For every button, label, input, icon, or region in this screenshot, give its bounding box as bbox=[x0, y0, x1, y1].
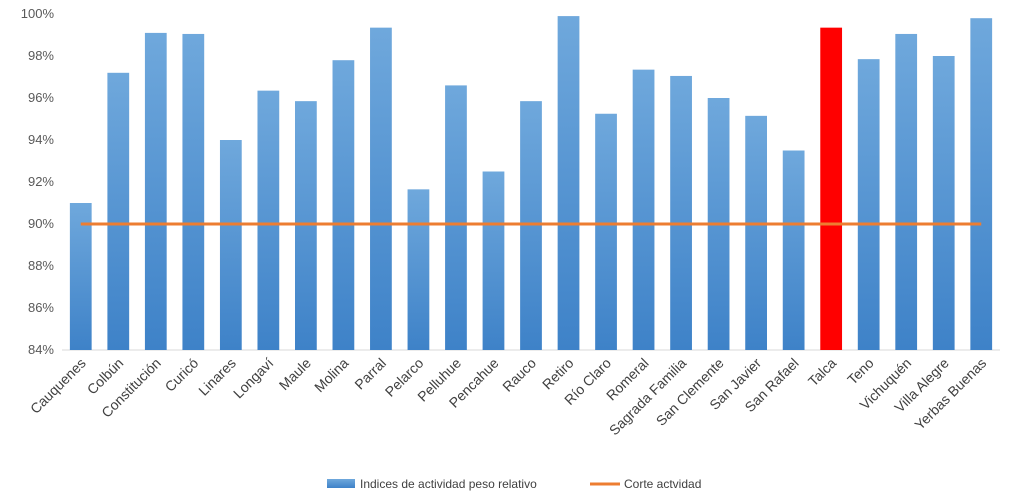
bar-parral bbox=[370, 27, 392, 351]
bar-linares bbox=[219, 140, 242, 350]
y-tick-label: 84% bbox=[28, 342, 54, 357]
category-label: Maule bbox=[276, 355, 314, 393]
legend-bar-swatch bbox=[327, 479, 355, 488]
bar-yerbas-buenas bbox=[970, 18, 993, 350]
bar-longav- bbox=[257, 90, 280, 351]
y-axis: 84% 86% 88% 90% 92% 94% 96% 98% 100% bbox=[21, 6, 1000, 357]
bar-curic- bbox=[182, 33, 205, 350]
x-axis-labels: CauquenesColbúnConstituciónCuricóLinares… bbox=[27, 355, 989, 439]
category-label: Cauquenes bbox=[27, 355, 89, 417]
bar-teno bbox=[857, 59, 880, 351]
legend-bar-label: Indices de actividad peso relativo bbox=[360, 477, 537, 491]
legend-line-label: Corte actvidad bbox=[624, 477, 701, 491]
y-tick-label: 98% bbox=[28, 48, 54, 63]
bar-san-rafael bbox=[782, 150, 805, 350]
category-label: Molina bbox=[311, 355, 352, 396]
bar-talca bbox=[820, 27, 843, 351]
bars bbox=[69, 16, 993, 351]
bar-pencahue bbox=[482, 171, 505, 350]
bar-r-o-claro bbox=[595, 113, 617, 350]
category-label: Longaví bbox=[230, 355, 277, 402]
category-label: Rauco bbox=[499, 355, 539, 395]
bar-villa-alegre bbox=[932, 56, 955, 350]
bar-constituci-n bbox=[144, 32, 167, 351]
y-tick-label: 88% bbox=[28, 258, 54, 273]
category-label: Teno bbox=[844, 355, 877, 388]
bar-colb-n bbox=[107, 72, 130, 351]
y-tick-label: 94% bbox=[28, 132, 54, 147]
bar-romeral bbox=[632, 69, 655, 351]
bar-cauquenes bbox=[69, 203, 92, 350]
category-label: Talca bbox=[805, 355, 840, 390]
y-tick-label: 86% bbox=[28, 300, 54, 315]
bar-pelluhue bbox=[445, 85, 467, 351]
bar-molina bbox=[332, 60, 355, 350]
y-tick-label: 92% bbox=[28, 174, 54, 189]
bar-sagrada-familia bbox=[670, 75, 692, 350]
y-tick-label: 100% bbox=[21, 6, 55, 21]
bar-rauco bbox=[520, 101, 542, 351]
bar-retiro bbox=[557, 16, 580, 350]
legend: Indices de actividad peso relativo Corte … bbox=[327, 477, 701, 491]
y-tick-label: 90% bbox=[28, 216, 54, 231]
bar-vichuqu-n bbox=[895, 33, 918, 350]
y-tick-label: 96% bbox=[28, 90, 54, 105]
bar-san-javier bbox=[745, 115, 768, 350]
bar-pelarco bbox=[407, 189, 430, 350]
bar-maule bbox=[294, 101, 317, 351]
